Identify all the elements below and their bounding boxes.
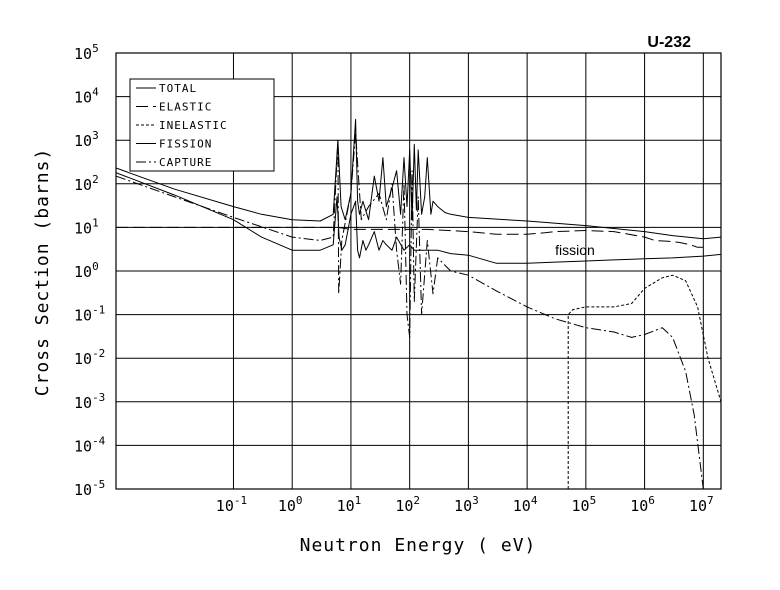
grid [116,52,721,490]
axis-ticks: 10-1 100 101 102 103 104 105 106 107 10-5 10-4 10-3… [74,42,714,515]
legend-label: INELASTIC [159,119,228,132]
y-tick-label: 10-4 [74,434,106,455]
y-tick-label: 102 [74,173,99,194]
legend: TOTAL ELASTIC INELASTIC FISSION CAPTURE [129,78,275,172]
x-tick-label: 107 [689,494,714,515]
series-line-elastic [116,226,704,248]
legend-label: CAPTURE [159,156,212,169]
y-tick-label: 105 [74,42,99,63]
series-line-total [116,118,721,240]
x-tick-label: 102 [395,494,420,515]
legend-label: TOTAL [159,82,197,95]
series-line-fission [116,172,721,264]
y-axis-title: Cross Section (barns) [32,148,53,397]
y-tick-label: 10-2 [74,347,105,368]
x-tick-label: 100 [278,494,303,515]
x-tick-label: 104 [513,494,538,515]
annotations: fission [555,242,595,258]
y-tick-label: 104 [74,86,99,107]
y-tick-label: 101 [74,216,99,237]
x-tick-label: 103 [454,494,479,515]
annotation-label: fission [555,242,595,258]
series-line-inelastic [567,274,721,489]
legend-label: FISSION [159,138,212,151]
series-line-capture [116,132,704,489]
x-axis-title: Neutron Energy ( eV) [300,535,537,556]
x-tick-label: 105 [572,494,597,515]
legend-label: ELASTIC [159,101,212,114]
chart-title: U-232 [647,34,691,51]
y-tick-label: 10-5 [74,478,105,499]
y-tick-label: 103 [74,129,99,150]
x-tick-label: 106 [630,494,655,515]
y-tick-label: 100 [74,260,99,281]
y-tick-label: 10-1 [74,304,105,325]
plot-frame [115,52,722,490]
series-layer [116,118,721,489]
y-tick-label: 10-3 [74,391,105,412]
x-tick-label: 10-1 [216,494,247,515]
x-tick-label: 101 [337,494,362,515]
